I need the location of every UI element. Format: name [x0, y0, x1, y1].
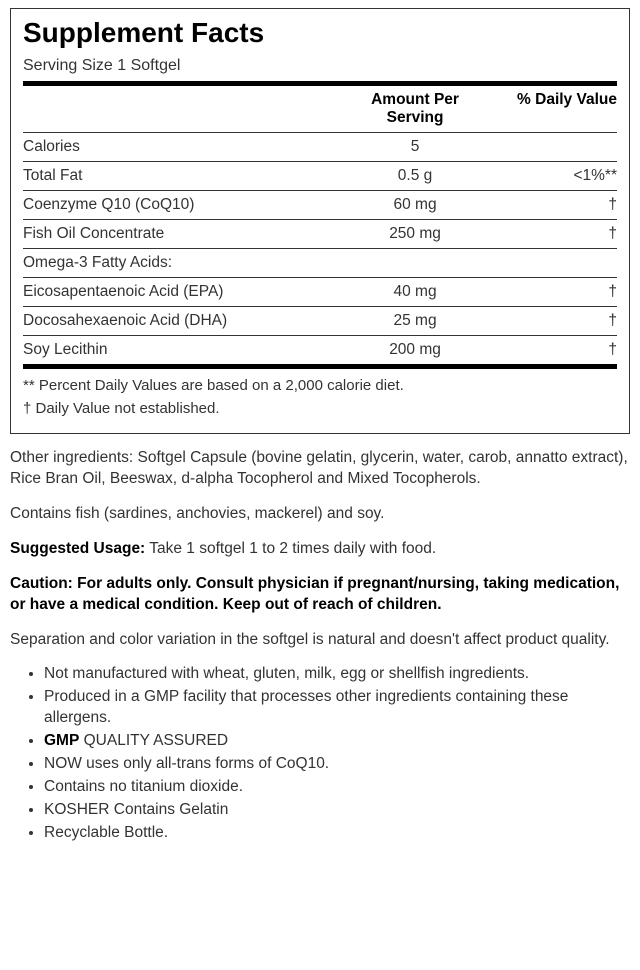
list-item: Recyclable Bottle. [44, 823, 630, 844]
list-item-text: KOSHER Contains Gelatin [44, 801, 228, 818]
header-daily-value: % Daily Value [480, 86, 617, 133]
suggested-usage: Suggested Usage: Take 1 softgel 1 to 2 t… [10, 539, 630, 560]
nutrient-name: Docosahexaenoic Acid (DHA) [23, 307, 350, 336]
nutrient-daily-value: † [480, 336, 617, 365]
other-ingredients: Other ingredients: Softgel Capsule (bovi… [10, 448, 630, 490]
nutrient-daily-value: <1%** [480, 162, 617, 191]
table-row: Soy Lecithin200 mg† [23, 336, 617, 365]
nutrient-daily-value [480, 249, 617, 278]
nutrient-name: Soy Lecithin [23, 336, 350, 365]
caution-text: Caution: For adults only. Consult physic… [10, 574, 630, 616]
nutrient-name: Eicosapentaenoic Acid (EPA) [23, 278, 350, 307]
nutrient-daily-value: † [480, 220, 617, 249]
nutrient-amount: 250 mg [350, 220, 481, 249]
table-row: Total Fat0.5 g<1%** [23, 162, 617, 191]
facts-table: Amount Per Serving % Daily Value Calorie… [23, 86, 617, 364]
nutrient-name: Calories [23, 133, 350, 162]
nutrient-amount: 5 [350, 133, 481, 162]
nutrient-amount [350, 249, 481, 278]
separation-note: Separation and color variation in the so… [10, 630, 630, 651]
list-item: GMP QUALITY ASSURED [44, 731, 630, 752]
list-item-text: QUALITY ASSURED [79, 732, 228, 749]
footnotes: ** Percent Daily Values are based on a 2… [23, 377, 617, 417]
table-row: Fish Oil Concentrate250 mg† [23, 220, 617, 249]
table-row: Omega-3 Fatty Acids: [23, 249, 617, 278]
list-item-bold: GMP [44, 732, 79, 749]
nutrient-amount: 25 mg [350, 307, 481, 336]
nutrient-daily-value [480, 133, 617, 162]
nutrient-amount: 0.5 g [350, 162, 481, 191]
list-item: Produced in a GMP facility that processe… [44, 687, 630, 729]
nutrient-amount: 40 mg [350, 278, 481, 307]
footnote-dv-not-est: † Daily Value not established. [23, 400, 617, 417]
list-item: NOW uses only all-trans forms of CoQ10. [44, 754, 630, 775]
list-item: Not manufactured with wheat, gluten, mil… [44, 664, 630, 685]
table-row: Calories5 [23, 133, 617, 162]
nutrient-amount: 60 mg [350, 191, 481, 220]
footnote-pdv: ** Percent Daily Values are based on a 2… [23, 377, 617, 394]
contains-allergens: Contains fish (sardines, anchovies, mack… [10, 504, 630, 525]
facts-header-row: Amount Per Serving % Daily Value [23, 86, 617, 133]
nutrient-amount: 200 mg [350, 336, 481, 365]
suggested-usage-label: Suggested Usage: [10, 540, 145, 557]
nutrient-daily-value: † [480, 307, 617, 336]
list-item: Contains no titanium dioxide. [44, 777, 630, 798]
nutrient-name: Fish Oil Concentrate [23, 220, 350, 249]
nutrient-daily-value: † [480, 278, 617, 307]
nutrient-name: Coenzyme Q10 (CoQ10) [23, 191, 350, 220]
table-row: Eicosapentaenoic Acid (EPA)40 mg† [23, 278, 617, 307]
list-item-text: NOW uses only all-trans forms of CoQ10. [44, 755, 329, 772]
header-amount: Amount Per Serving [350, 86, 481, 133]
table-row: Coenzyme Q10 (CoQ10)60 mg† [23, 191, 617, 220]
nutrient-name: Omega-3 Fatty Acids: [23, 249, 350, 278]
list-item-text: Produced in a GMP facility that processe… [44, 688, 568, 726]
nutrient-name: Total Fat [23, 162, 350, 191]
notes-list: Not manufactured with wheat, gluten, mil… [10, 664, 630, 843]
rule-bottom-thick [23, 364, 617, 369]
list-item-text: Recyclable Bottle. [44, 824, 168, 841]
nutrient-daily-value: † [480, 191, 617, 220]
panel-title: Supplement Facts [23, 17, 617, 49]
table-row: Docosahexaenoic Acid (DHA)25 mg† [23, 307, 617, 336]
body-section: Other ingredients: Softgel Capsule (bovi… [10, 448, 630, 844]
list-item: KOSHER Contains Gelatin [44, 800, 630, 821]
supplement-facts-panel: Supplement Facts Serving Size 1 Softgel … [10, 8, 630, 434]
list-item-text: Contains no titanium dioxide. [44, 778, 243, 795]
serving-size: Serving Size 1 Softgel [23, 55, 617, 81]
suggested-usage-text: Take 1 softgel 1 to 2 times daily with f… [145, 540, 436, 557]
list-item-text: Not manufactured with wheat, gluten, mil… [44, 665, 529, 682]
